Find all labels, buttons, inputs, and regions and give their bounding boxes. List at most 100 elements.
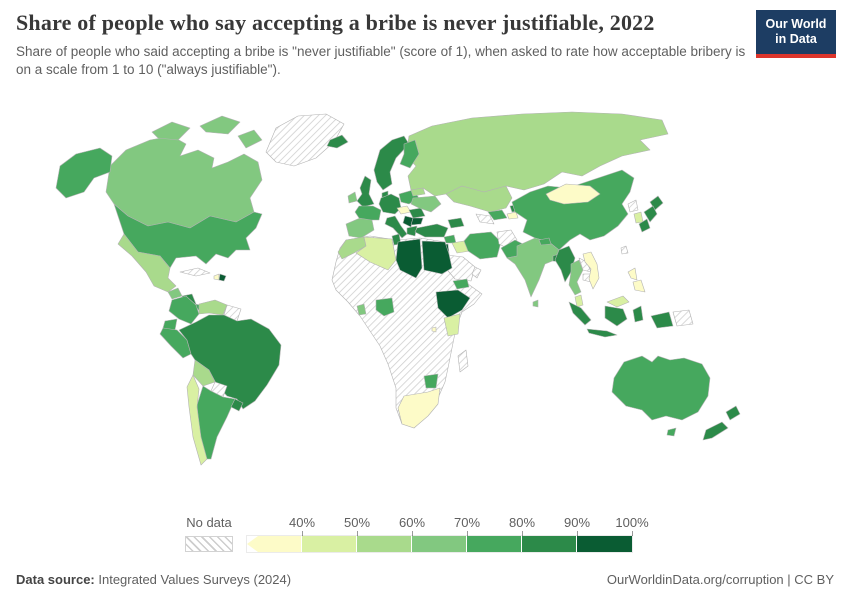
- chart-footer: Data source: Integrated Values Surveys (…: [16, 572, 834, 587]
- country-bulgaria[interactable]: [410, 217, 424, 226]
- country-cuba[interactable]: [179, 267, 211, 277]
- country-tasmania[interactable]: [666, 427, 677, 437]
- country-taiwan[interactable]: [620, 245, 629, 255]
- country-nepal[interactable]: [538, 237, 552, 246]
- world-map[interactable]: [0, 108, 850, 506]
- country-indonesia-sulawesi[interactable]: [632, 305, 644, 323]
- country-colombia[interactable]: [168, 295, 200, 325]
- country-ukraine[interactable]: [410, 195, 442, 213]
- country-yemen[interactable]: [452, 278, 470, 290]
- country-south-korea[interactable]: [633, 211, 644, 224]
- country-philippines[interactable]: [632, 279, 646, 293]
- legend-no-data-swatch[interactable]: [185, 536, 233, 552]
- legend-color-bar[interactable]: [246, 535, 633, 553]
- country-ireland[interactable]: [347, 191, 358, 204]
- country-rwanda[interactable]: [431, 326, 437, 333]
- country-malaysia-borneo[interactable]: [606, 295, 630, 308]
- country-peru[interactable]: [159, 327, 192, 359]
- country-uk[interactable]: [356, 175, 375, 208]
- legend-no-data-label: No data: [186, 515, 232, 530]
- country-canada-arctic[interactable]: [237, 129, 263, 149]
- region-iberia[interactable]: [345, 217, 375, 239]
- country-new-zealand-south[interactable]: [702, 421, 729, 441]
- owid-logo-line2: in Data: [775, 32, 817, 46]
- country-turkey[interactable]: [414, 223, 449, 238]
- legend-bin-segment[interactable]: [467, 536, 522, 552]
- region-caucasus[interactable]: [447, 217, 465, 229]
- country-libya[interactable]: [395, 238, 423, 279]
- country-myanmar[interactable]: [554, 245, 576, 283]
- country-haiti[interactable]: [213, 273, 220, 281]
- country-ethiopia[interactable]: [435, 289, 471, 319]
- region-germany-central-europe[interactable]: [378, 193, 402, 215]
- country-madagascar[interactable]: [457, 349, 469, 373]
- data-source: Data source: Integrated Values Surveys (…: [16, 572, 291, 587]
- country-mongolia[interactable]: [545, 183, 601, 205]
- country-canada[interactable]: [105, 135, 263, 229]
- country-brazil[interactable]: [178, 314, 282, 410]
- country-philippines[interactable]: [627, 267, 638, 281]
- country-indonesia-sumatra[interactable]: [568, 301, 592, 326]
- legend-tick-label: 40%: [288, 515, 316, 530]
- country-japan[interactable]: [638, 218, 651, 233]
- country-indonesia-papua[interactable]: [650, 311, 674, 329]
- country-syria[interactable]: [443, 234, 457, 244]
- country-chile[interactable]: [186, 374, 208, 466]
- country-venezuela[interactable]: [198, 299, 228, 316]
- legend-tick-label: 90%: [563, 515, 591, 530]
- country-algeria[interactable]: [355, 236, 397, 271]
- region-serbia-balkans[interactable]: [402, 215, 414, 228]
- country-mexico[interactable]: [117, 233, 177, 293]
- country-egypt[interactable]: [421, 240, 453, 275]
- country-alaska[interactable]: [55, 147, 113, 199]
- country-greece[interactable]: [406, 225, 418, 237]
- owid-logo[interactable]: Our World in Data: [756, 10, 836, 58]
- country-japan[interactable]: [643, 205, 658, 223]
- country-vietnam[interactable]: [582, 251, 600, 290]
- legend-tick-mark: [302, 531, 303, 536]
- country-north-korea[interactable]: [627, 199, 639, 213]
- country-malaysia-peninsula[interactable]: [574, 294, 584, 308]
- chart-header: Share of people who say accepting a brib…: [16, 10, 746, 79]
- country-finland[interactable]: [399, 139, 420, 169]
- country-belarus[interactable]: [410, 187, 426, 197]
- legend-bin-segment[interactable]: [577, 536, 632, 552]
- country-zimbabwe[interactable]: [423, 373, 439, 389]
- country-bolivia[interactable]: [192, 359, 216, 387]
- country-iran[interactable]: [463, 231, 502, 260]
- country-kazakhstan[interactable]: [445, 185, 513, 213]
- country-thailand[interactable]: [568, 259, 584, 296]
- country-nigeria[interactable]: [375, 297, 395, 317]
- legend-bin-segment[interactable]: [247, 536, 302, 552]
- country-uzbekistan[interactable]: [487, 209, 508, 221]
- country-kenya[interactable]: [443, 313, 461, 337]
- country-ghana[interactable]: [356, 303, 367, 316]
- country-italy[interactable]: [384, 215, 408, 239]
- country-uruguay[interactable]: [230, 398, 244, 412]
- country-australia[interactable]: [611, 355, 711, 421]
- legend-bin-segment[interactable]: [357, 536, 412, 552]
- legend-bin-segment[interactable]: [522, 536, 577, 552]
- country-turkmenistan[interactable]: [475, 213, 495, 225]
- country-iceland[interactable]: [326, 134, 349, 149]
- country-indonesia-kalimantan[interactable]: [604, 305, 628, 327]
- country-oman[interactable]: [471, 266, 482, 279]
- country-sri-lanka[interactable]: [532, 299, 539, 308]
- legend-no-data[interactable]: No data: [185, 515, 233, 552]
- country-romania[interactable]: [408, 207, 426, 219]
- country-tajikistan[interactable]: [506, 211, 519, 220]
- country-new-zealand-north[interactable]: [725, 405, 741, 421]
- country-indonesia-java[interactable]: [586, 328, 618, 338]
- country-canada-arctic[interactable]: [199, 115, 241, 135]
- legend-bin-segment[interactable]: [412, 536, 467, 552]
- legend-bin-segment[interactable]: [302, 536, 357, 552]
- footer-link[interactable]: OurWorldinData.org/corruption | CC BY: [606, 572, 834, 587]
- country-papua-new-guinea[interactable]: [672, 309, 694, 327]
- country-china[interactable]: [511, 169, 635, 251]
- country-canada-arctic[interactable]: [151, 121, 191, 141]
- country-greenland[interactable]: [265, 113, 345, 167]
- country-dominican-republic[interactable]: [218, 273, 227, 282]
- country-france[interactable]: [354, 205, 382, 221]
- region-norway-sweden[interactable]: [373, 135, 410, 191]
- country-south-africa[interactable]: [397, 387, 441, 429]
